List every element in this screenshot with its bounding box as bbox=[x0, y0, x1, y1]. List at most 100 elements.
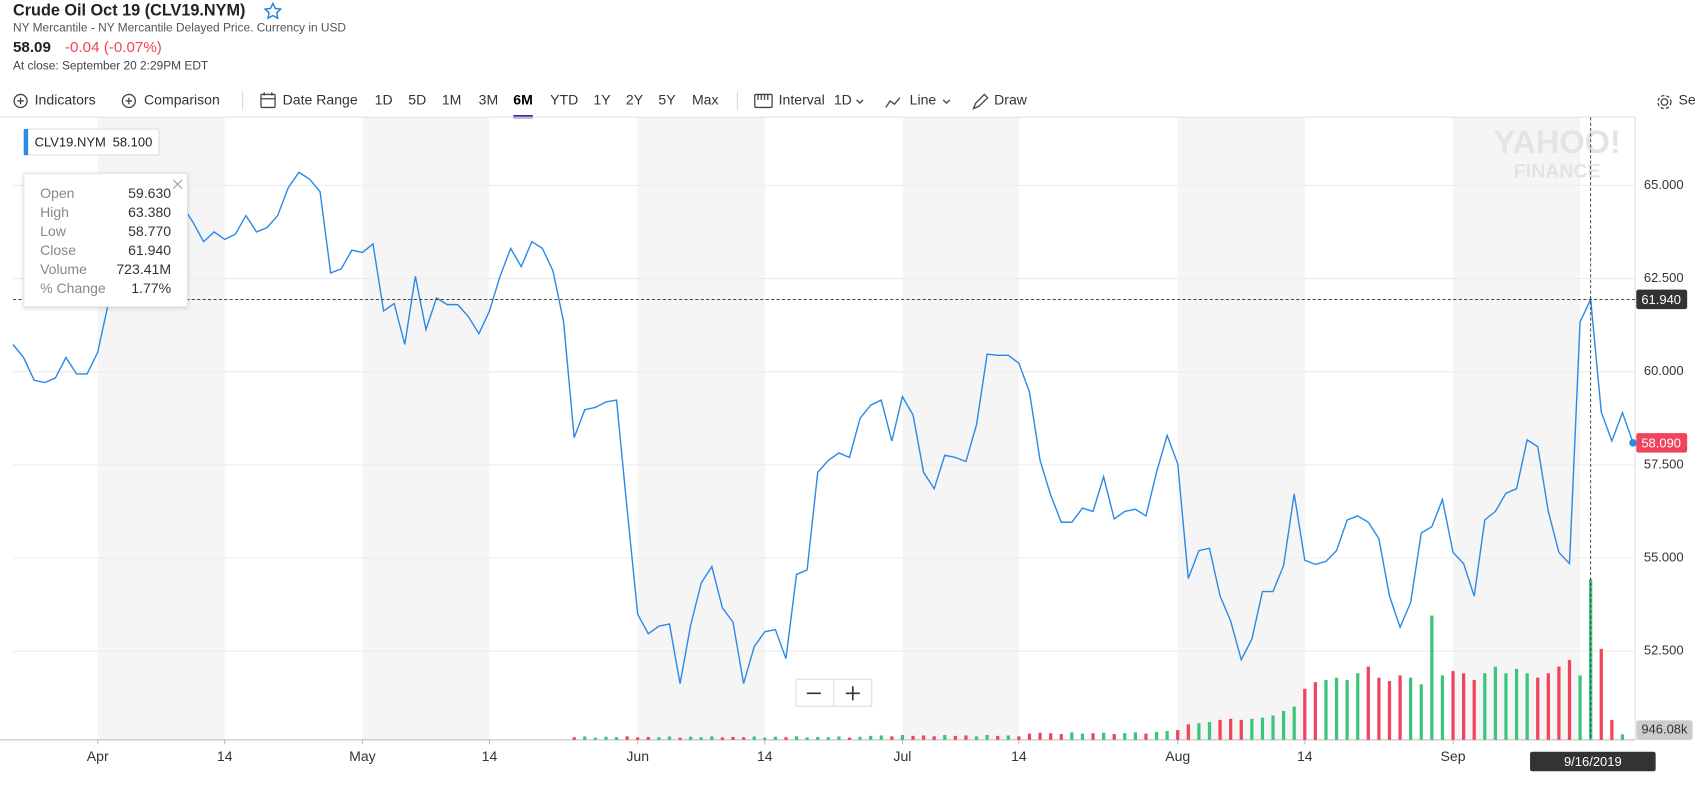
date-badge bbox=[1530, 751, 1656, 772]
volume-bar bbox=[1292, 706, 1296, 740]
volume-bar bbox=[763, 737, 767, 740]
volume-bar bbox=[1514, 668, 1519, 740]
volume-bar bbox=[1133, 732, 1137, 740]
favorite-star[interactable] bbox=[263, 1, 283, 20]
volume-bar bbox=[879, 735, 883, 740]
volume-bar bbox=[1451, 671, 1455, 740]
volume-bar bbox=[1440, 675, 1445, 740]
watermark: FINANCE bbox=[1514, 161, 1601, 183]
volume-bar bbox=[1430, 615, 1434, 740]
volume-bar bbox=[943, 734, 947, 740]
volume-bar bbox=[1472, 679, 1476, 740]
volume-bar bbox=[1525, 673, 1529, 740]
volume-bar bbox=[1017, 736, 1021, 740]
volume-bar bbox=[1165, 730, 1169, 740]
volume-bar bbox=[1345, 679, 1349, 740]
volume-bar bbox=[1398, 675, 1402, 740]
volume-bar bbox=[1260, 717, 1265, 740]
period-band bbox=[362, 117, 490, 740]
volume-bar bbox=[593, 737, 597, 740]
toolbar-item[interactable]: 1D bbox=[834, 92, 852, 108]
tooltip-close[interactable] bbox=[172, 179, 183, 190]
volume-bar bbox=[1218, 719, 1222, 740]
legend-name[interactable]: CLV19.NYM bbox=[35, 135, 106, 150]
volume-bar bbox=[794, 736, 799, 740]
volume-bar bbox=[1112, 734, 1116, 740]
range-button[interactable]: 1M bbox=[442, 92, 462, 108]
volume-bar bbox=[1239, 719, 1243, 740]
toolbar-item[interactable]: Interval bbox=[779, 92, 825, 108]
toolbar: Indicators Comparison Date Range Interval 1D… bbox=[35, 92, 1696, 119]
volume-bar bbox=[1377, 677, 1381, 740]
range-button[interactable]: 6M bbox=[513, 92, 533, 108]
last-point bbox=[1629, 439, 1637, 447]
toolbar-item[interactable]: Date Range bbox=[283, 92, 358, 108]
x-tick-label: Jul bbox=[893, 748, 911, 764]
volume-bar bbox=[657, 737, 661, 740]
toolbar-item[interactable]: Indicators bbox=[35, 92, 96, 108]
range-button[interactable]: 1D bbox=[375, 92, 393, 108]
range-button[interactable]: YTD bbox=[550, 92, 578, 108]
tooltip-label: % Change bbox=[40, 280, 106, 296]
tooltip-value: 1.77% bbox=[131, 280, 171, 296]
volume-bar bbox=[869, 735, 873, 740]
volume-badge bbox=[1636, 720, 1693, 740]
x-tick-label: Apr bbox=[87, 748, 109, 764]
close-note: At close: September 20 2:29PM EDT bbox=[13, 58, 208, 72]
volume-bar bbox=[1059, 734, 1063, 740]
toolbar-item[interactable]: Draw bbox=[994, 92, 1028, 108]
zoom-controls bbox=[795, 678, 873, 707]
toolbar-item[interactable]: Comparison bbox=[144, 92, 220, 108]
period-band bbox=[902, 117, 1019, 740]
volume-bar bbox=[1281, 711, 1286, 740]
volume-bar bbox=[752, 736, 756, 740]
volume-bar bbox=[1493, 666, 1498, 740]
period-band bbox=[637, 117, 765, 740]
volume-bar bbox=[932, 736, 936, 740]
toolbar-item[interactable]: Se bbox=[1679, 92, 1696, 108]
last-price-badge bbox=[1636, 433, 1688, 453]
volume-bar bbox=[1324, 679, 1328, 740]
volume-bar bbox=[678, 737, 682, 740]
tooltip-label: Low bbox=[40, 223, 67, 239]
volume-bar bbox=[720, 737, 725, 740]
range-button[interactable]: 3M bbox=[479, 92, 499, 108]
tooltip-label: Open bbox=[40, 185, 74, 201]
volume-bar bbox=[1207, 722, 1212, 740]
volume-bar bbox=[773, 736, 777, 740]
range-button[interactable]: 5Y bbox=[658, 92, 676, 108]
volume-bar bbox=[710, 736, 714, 740]
volume-bar bbox=[1409, 677, 1413, 740]
tooltip-label: Volume bbox=[40, 261, 87, 277]
range-button[interactable]: 5D bbox=[408, 92, 426, 108]
title: Crude Oil Oct 19 (CLV19.NYM) bbox=[13, 1, 245, 19]
volume-bar bbox=[1197, 723, 1201, 740]
watermark: YAHOO! bbox=[1494, 124, 1621, 160]
volume-bar bbox=[1080, 733, 1085, 740]
zoom-in[interactable] bbox=[845, 686, 860, 701]
volume-bar bbox=[614, 737, 619, 740]
volume-bar bbox=[1049, 733, 1053, 740]
volume-bar bbox=[900, 734, 905, 740]
volume-bar bbox=[858, 736, 862, 740]
period-band bbox=[1177, 117, 1305, 740]
volume-bar bbox=[572, 737, 576, 740]
volume-bar bbox=[1027, 733, 1032, 740]
toolbar-item[interactable]: Line bbox=[910, 92, 937, 108]
volume-bar bbox=[996, 735, 1000, 740]
y-tick-label: 65.000 bbox=[1644, 177, 1684, 192]
range-button[interactable]: 2Y bbox=[626, 92, 644, 108]
tooltip-label: Close bbox=[40, 242, 76, 258]
volume-bar bbox=[1546, 673, 1550, 740]
x-tick-label: Jun bbox=[626, 748, 649, 764]
range-button[interactable]: 1Y bbox=[593, 92, 611, 108]
volume-bar bbox=[1038, 732, 1042, 740]
range-button[interactable]: Max bbox=[692, 92, 719, 108]
toolbar-icons bbox=[13, 91, 1672, 111]
tooltip-value: 59.630 bbox=[128, 185, 171, 201]
volume-bar bbox=[1070, 732, 1074, 740]
price: 58.09 bbox=[13, 39, 51, 56]
legend-value: 58.100 bbox=[113, 135, 153, 150]
crosshair-badge bbox=[1636, 289, 1688, 310]
